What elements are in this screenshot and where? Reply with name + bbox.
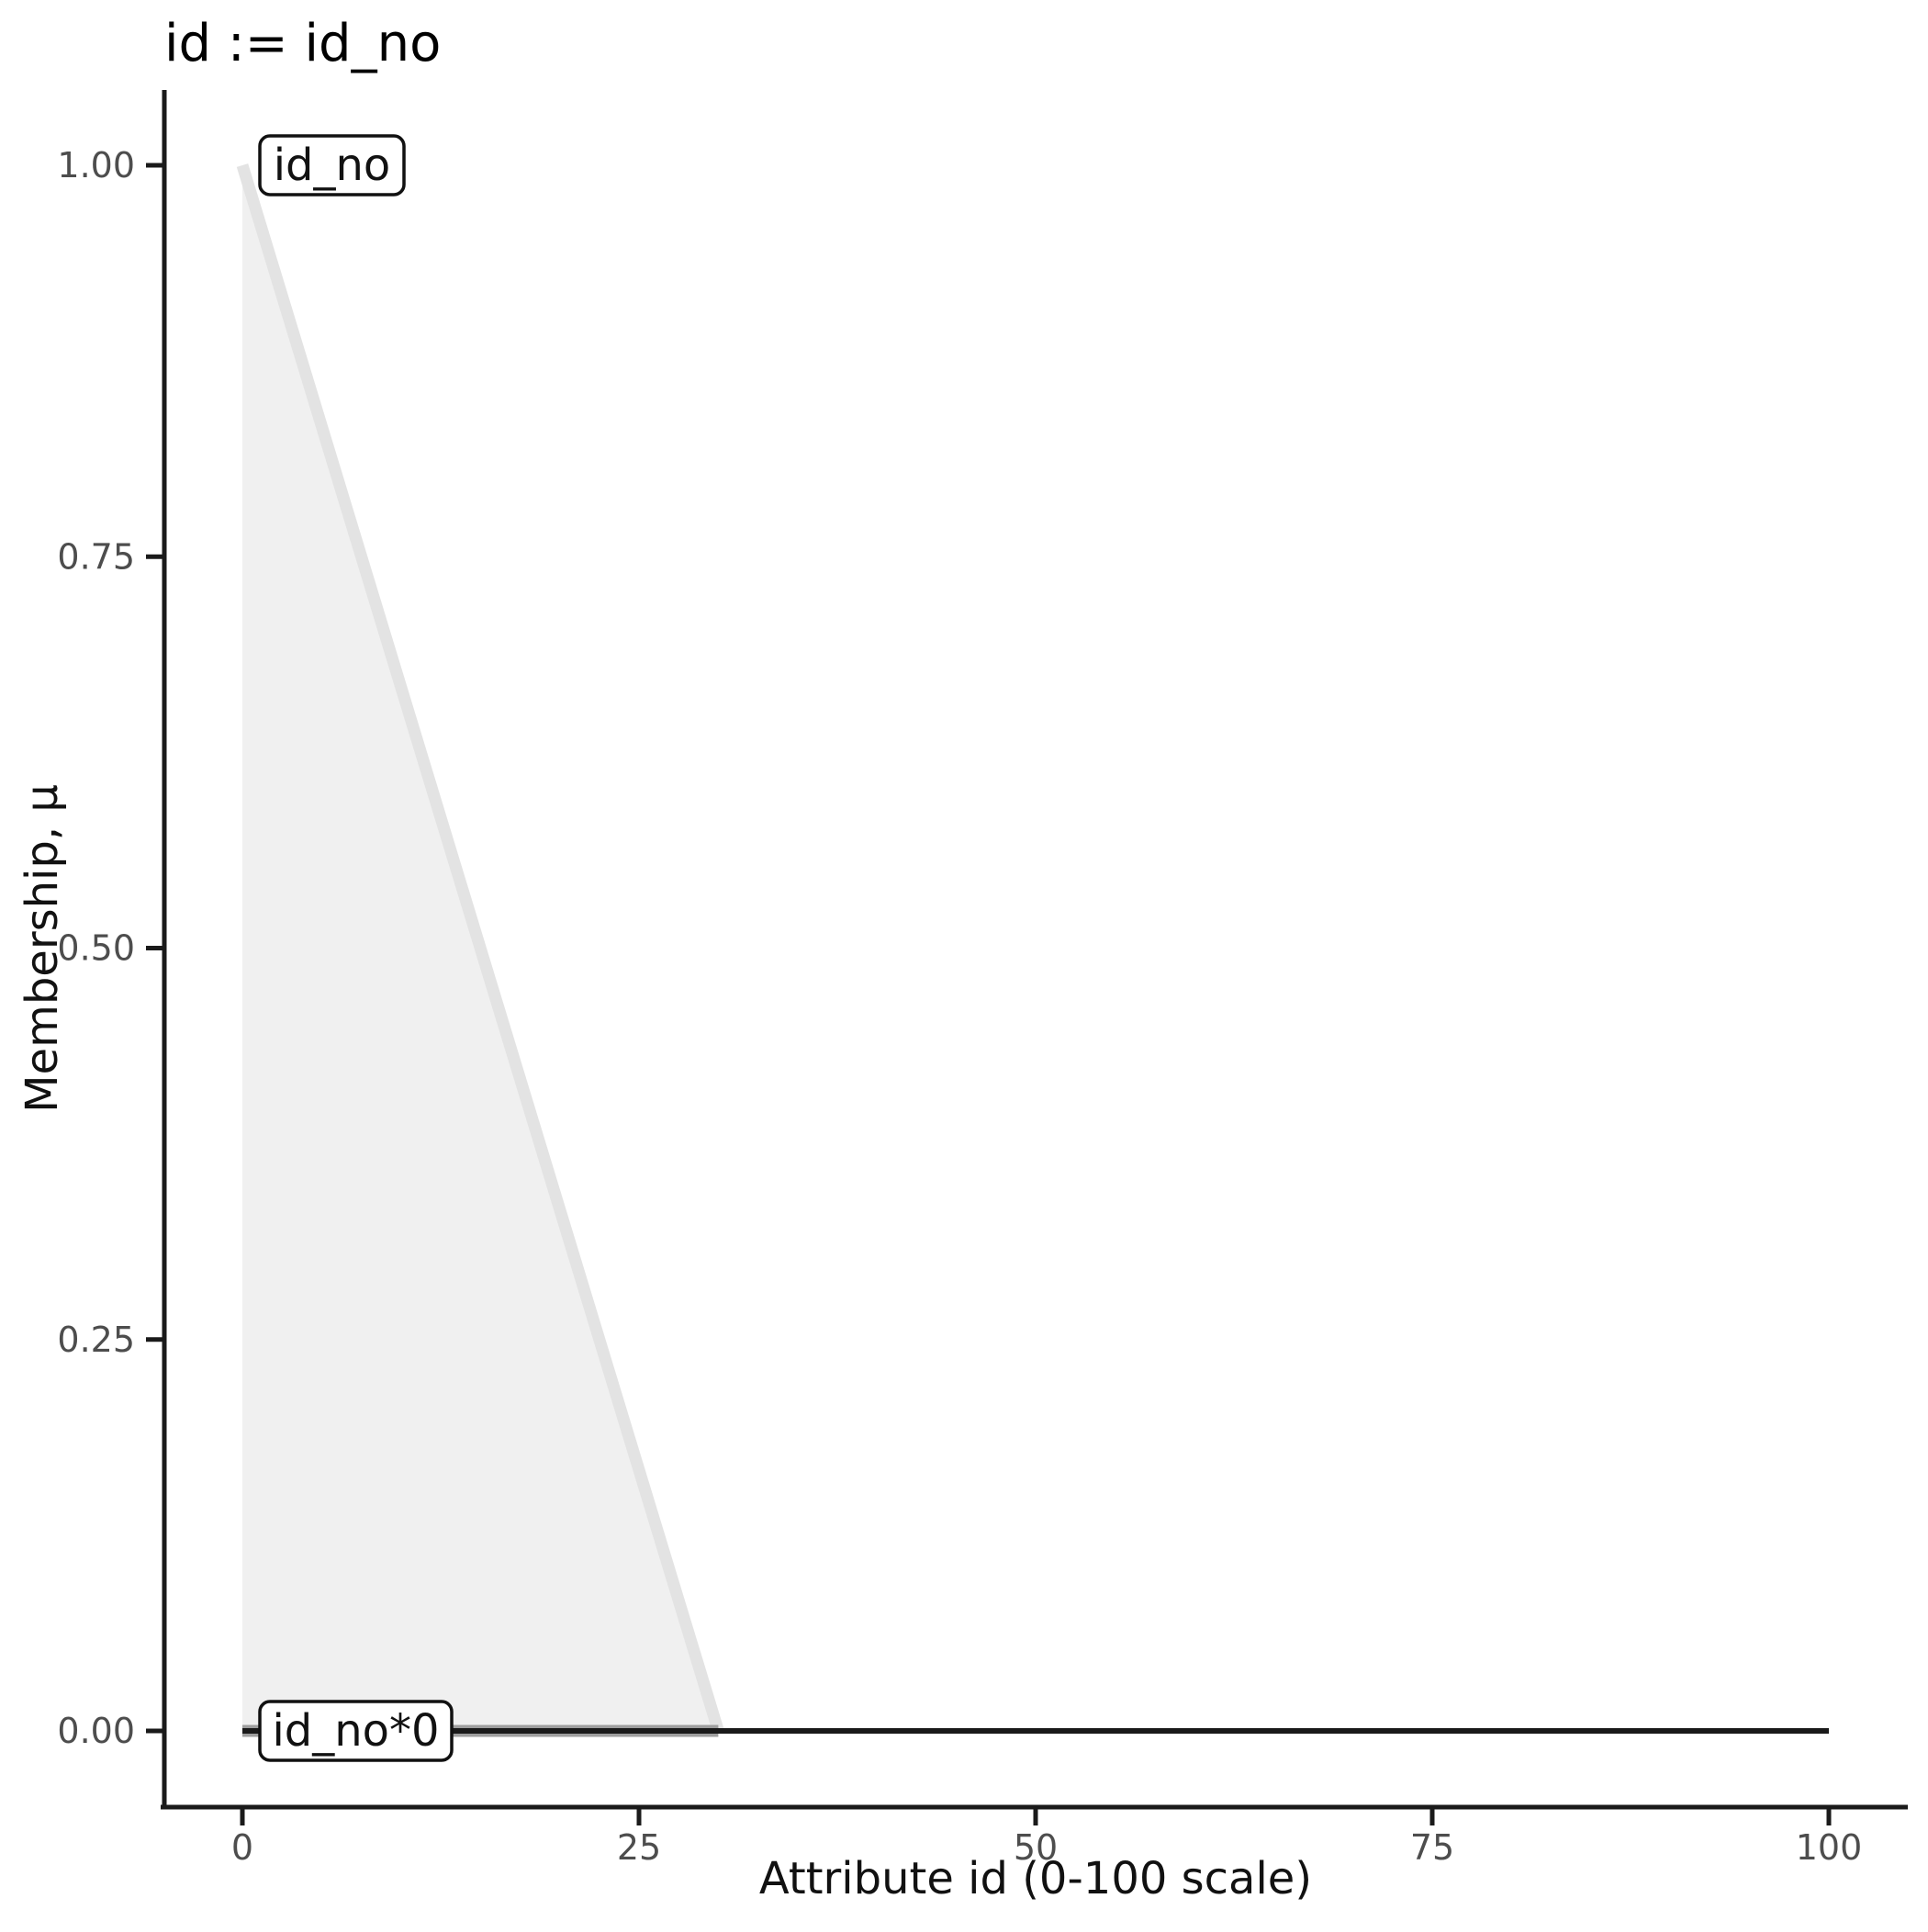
axes-layer: 0.00 0.25 0.50 0.75 1.00 0 25 50 75 100 <box>57 90 1908 1868</box>
y-tick-label: 1.00 <box>57 145 135 185</box>
x-tick-label: 25 <box>617 1827 661 1868</box>
y-tick-label: 0.75 <box>57 536 135 577</box>
x-tick-label: 100 <box>1796 1827 1863 1868</box>
y-axis-title: Membership, μ <box>17 784 68 1113</box>
annotation-label-text: id_no <box>274 140 391 191</box>
plot-title: id := id_no <box>164 14 441 73</box>
x-axis-title: Attribute id (0-100 scale) <box>759 1853 1312 1904</box>
series-layer <box>236 163 1829 1737</box>
x-tick-label: 0 <box>231 1827 253 1868</box>
annotation-label-box <box>258 1700 454 1762</box>
annotation-label-box <box>258 134 406 197</box>
y-tick-label: 0.25 <box>57 1320 135 1360</box>
annotations-layer: id_no id_no*0 <box>258 134 454 1762</box>
y-tick-label: 0.00 <box>57 1711 135 1751</box>
annotation-label-text: id_no*0 <box>272 1705 439 1757</box>
y-tick-label: 0.50 <box>57 928 135 969</box>
x-tick-label: 75 <box>1410 1827 1454 1868</box>
membership-function-line <box>236 163 724 1733</box>
x-tick-label: 50 <box>1014 1827 1058 1868</box>
